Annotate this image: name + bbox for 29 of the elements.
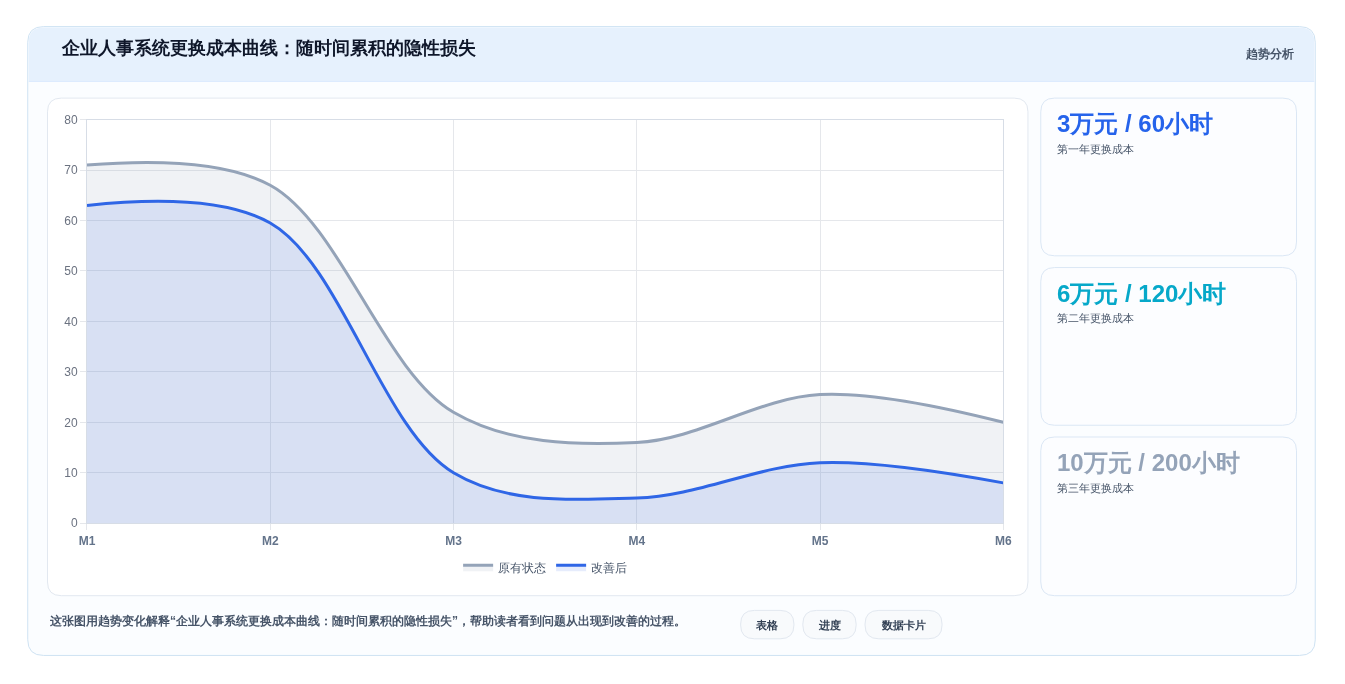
text: 表格 [755,619,779,631]
text: 3万元 / 60小时 [1057,110,1214,137]
text: 第一年更换成本 [1057,143,1134,155]
y-tick-label: 30 [64,365,78,380]
y-tick-label: 60 [64,213,78,228]
chart-title: 企业人事系统更换成本曲线：随时间累积的隐性损失 [61,38,476,59]
y-tick-label: 50 [64,264,78,279]
y-tick-label: 40 [64,314,78,329]
text: 这张图用趋势变化解释“企业人事系统更换成本曲线：随时间累积的隐性损失”，帮助读者看到问题从出现到改善的过程。 [49,614,686,628]
text: 数据卡片 [881,619,926,631]
x-tick-label: M6 [994,533,1012,548]
text: 趋势分析 [1245,47,1294,61]
y-tick-label: 0 [70,516,78,531]
text: 进度 [818,619,841,631]
x-tick-label: M1 [78,533,96,548]
y-tick-label: 80 [64,112,78,127]
text: 6万元 / 120小时 [1057,280,1227,307]
text: 第二年更换成本 [1057,312,1134,324]
y-tick-label: 20 [64,415,78,430]
text: 第三年更换成本 [1057,482,1134,494]
legend-label: 改善后 [591,560,628,575]
x-tick-label: M2 [261,533,279,548]
text: 10万元 / 200小时 [1057,449,1240,476]
x-tick-label: M5 [811,533,829,548]
y-tick-label: 70 [64,163,78,178]
y-tick-label: 10 [64,465,78,480]
x-tick-label: M3 [445,533,463,548]
x-tick-label: M4 [628,533,646,548]
legend-label: 原有状态 [498,560,547,575]
